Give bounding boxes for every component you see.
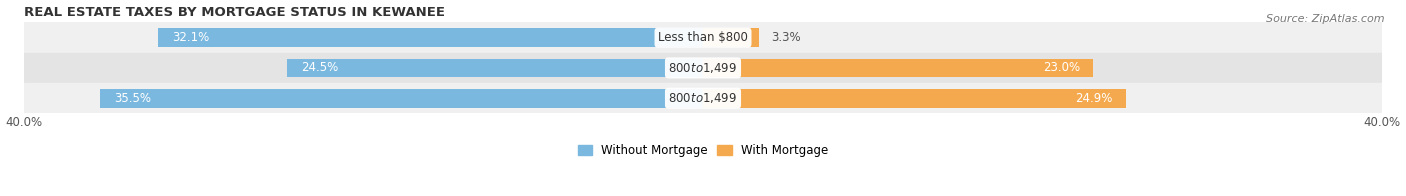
Bar — [24, 83, 1382, 113]
Bar — [703, 28, 759, 47]
Text: 3.3%: 3.3% — [770, 31, 800, 44]
Bar — [24, 23, 1382, 53]
Bar — [100, 89, 703, 108]
Legend: Without Mortgage, With Mortgage: Without Mortgage, With Mortgage — [578, 144, 828, 157]
Bar — [159, 28, 703, 47]
Text: 23.0%: 23.0% — [1043, 61, 1080, 74]
Bar — [703, 59, 1094, 77]
Text: 32.1%: 32.1% — [172, 31, 209, 44]
Text: 24.9%: 24.9% — [1074, 92, 1112, 105]
Bar — [703, 89, 1126, 108]
Text: 24.5%: 24.5% — [301, 61, 337, 74]
Bar — [24, 53, 1382, 83]
Text: Source: ZipAtlas.com: Source: ZipAtlas.com — [1267, 14, 1385, 24]
Bar — [287, 59, 703, 77]
Text: $800 to $1,499: $800 to $1,499 — [668, 61, 738, 75]
Text: Less than $800: Less than $800 — [658, 31, 748, 44]
Text: 35.5%: 35.5% — [114, 92, 150, 105]
Text: REAL ESTATE TAXES BY MORTGAGE STATUS IN KEWANEE: REAL ESTATE TAXES BY MORTGAGE STATUS IN … — [24, 5, 446, 19]
Text: $800 to $1,499: $800 to $1,499 — [668, 91, 738, 105]
